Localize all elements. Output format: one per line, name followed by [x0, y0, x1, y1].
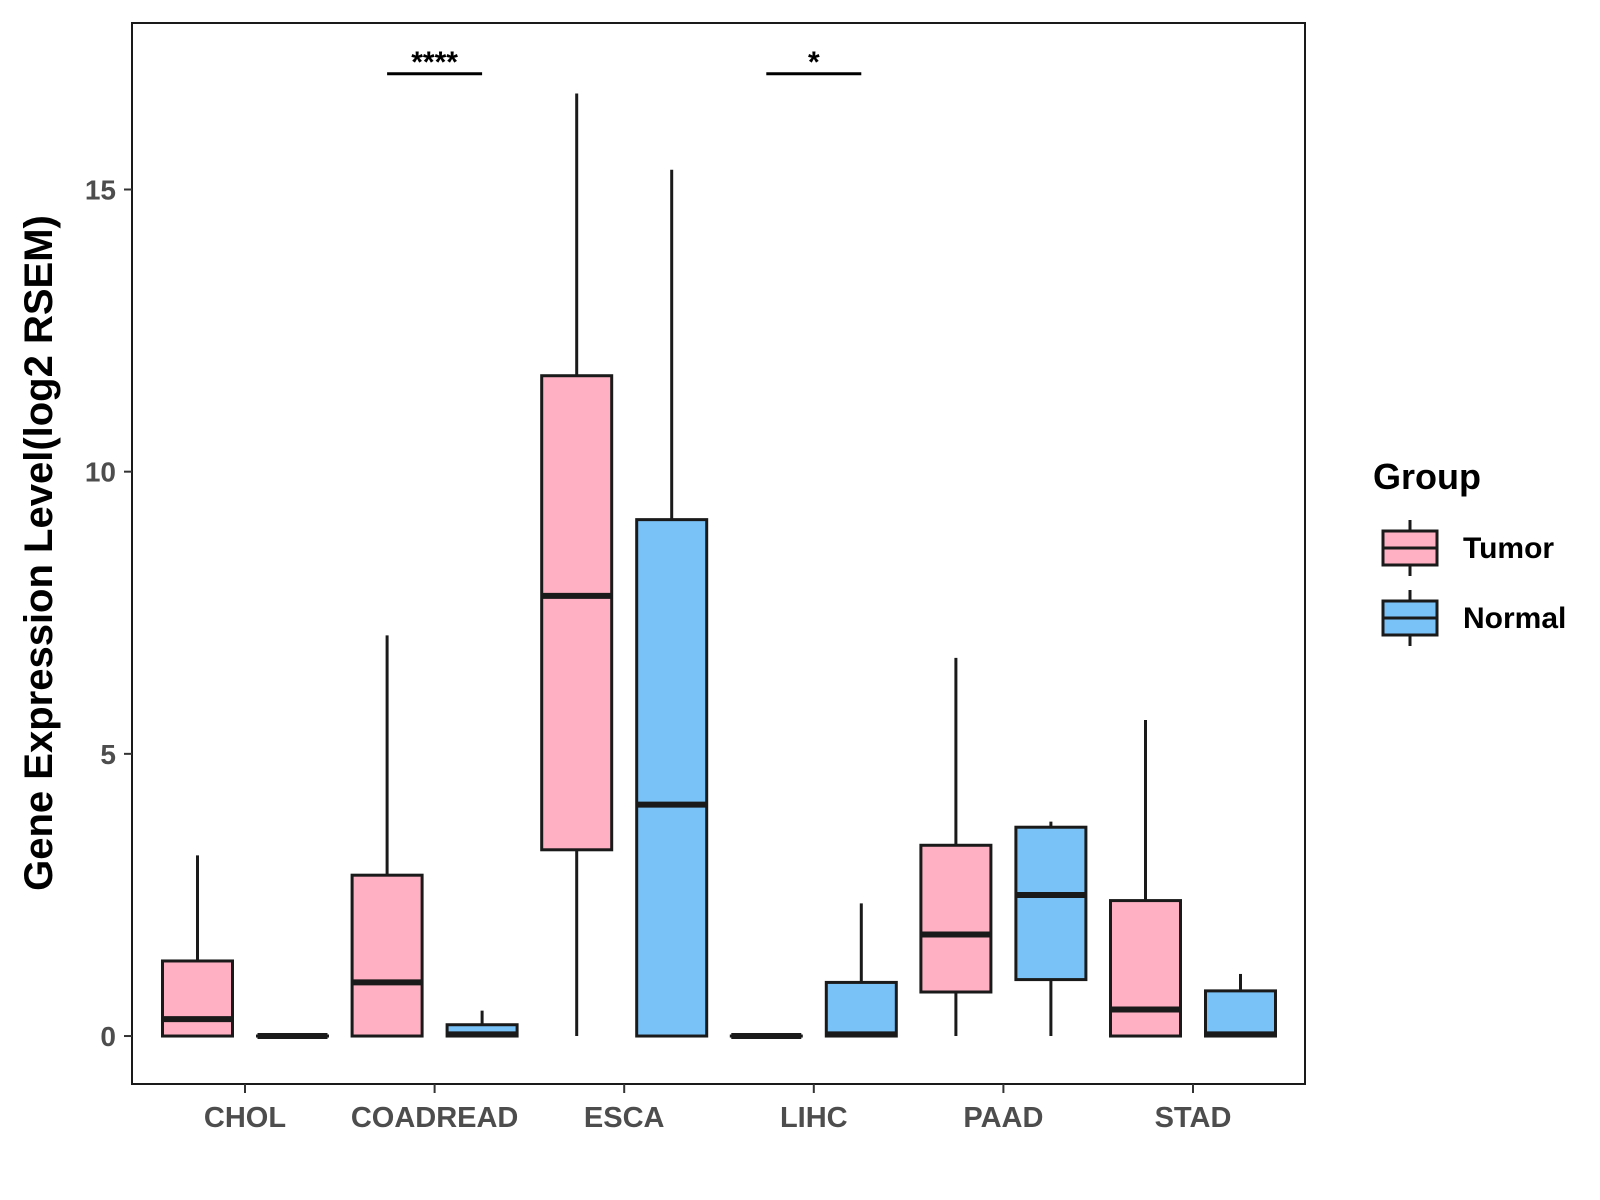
y-tick-label: 0	[100, 1021, 116, 1052]
x-tick-label: LIHC	[780, 1102, 848, 1134]
box-paad-tumor	[919, 657, 993, 1037]
box-coadread-tumor	[350, 635, 424, 1038]
y-tick-label: 10	[85, 457, 116, 488]
box-chol-tumor	[161, 855, 234, 1038]
box-esca-tumor	[540, 93, 614, 1037]
box-iqr	[635, 518, 709, 1038]
box-esca-normal	[635, 169, 709, 1038]
box-lihc-normal	[824, 903, 898, 1038]
x-tick-label: CHOL	[204, 1102, 286, 1134]
significance-annotations: **** *	[387, 46, 862, 79]
legend: Group Tumor Normal	[1373, 456, 1566, 646]
legend-label: Normal	[1463, 602, 1566, 635]
legend-label: Tumor	[1463, 532, 1554, 565]
box-stad-tumor	[1109, 719, 1182, 1038]
box-iqr	[1204, 989, 1277, 1038]
box-stad-normal	[1204, 973, 1277, 1038]
x-axis: CHOL COADREAD ESCA LIHC PAAD STAD	[204, 1084, 1231, 1134]
x-tick-label: PAAD	[963, 1102, 1043, 1134]
y-axis-title: Gene Expression Level(log2 RSEM)	[17, 215, 61, 891]
box-iqr	[540, 374, 614, 852]
legend-title: Group	[1373, 456, 1481, 497]
box-iqr	[1014, 825, 1088, 982]
box-coadread-normal	[445, 1010, 519, 1038]
box-paad-normal	[1014, 821, 1088, 1037]
legend-item-normal: Normal	[1381, 590, 1566, 646]
box-iqr	[161, 959, 234, 1038]
box-iqr	[919, 843, 993, 994]
y-axis: 0 5 10 15	[85, 174, 132, 1052]
x-tick-label: STAD	[1155, 1102, 1232, 1134]
significance-label: ****	[411, 46, 458, 79]
legend-item-tumor: Tumor	[1381, 520, 1554, 576]
box-iqr	[824, 980, 898, 1038]
box-iqr	[1109, 899, 1182, 1038]
x-tick-label: COADREAD	[351, 1102, 519, 1134]
significance-label: *	[808, 46, 820, 79]
y-tick-label: 5	[100, 739, 116, 770]
x-tick-label: ESCA	[584, 1102, 665, 1134]
box-iqr	[350, 873, 424, 1038]
y-tick-label: 15	[85, 174, 116, 205]
box-series	[161, 93, 1277, 1040]
